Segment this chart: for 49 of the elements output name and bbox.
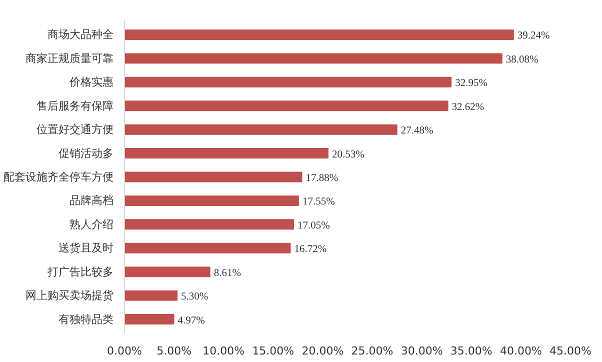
bar: [124, 290, 178, 301]
y-tick-label: 商场大品种全: [48, 28, 114, 42]
data-label: 32.62%: [452, 102, 484, 113]
bar: [124, 124, 398, 135]
y-tick-label: 网上购买卖场提货: [26, 289, 114, 302]
x-tick-label: 25.00%: [351, 344, 394, 358]
y-tick-label: 位置好交通方便: [36, 123, 114, 136]
data-label: 27.48%: [400, 126, 434, 137]
x-tick-label: 40.00%: [500, 344, 542, 358]
data-label: 16.72%: [294, 244, 327, 256]
data-label: 17.55%: [302, 196, 336, 208]
y-tick-label: 有独特品类: [58, 312, 114, 326]
data-label: 17.05%: [297, 220, 330, 232]
bar: [124, 314, 174, 325]
bar: [124, 76, 452, 88]
bar: [124, 172, 302, 182]
data-label: 32.95%: [455, 78, 488, 90]
bar: [124, 100, 448, 112]
x-tick-label: 30.00%: [400, 344, 443, 358]
x-tick-label: 0.00%: [107, 344, 142, 358]
data-label: 4.97%: [178, 315, 206, 326]
y-tick-label: 售后服务有保障: [36, 99, 114, 112]
x-tick-label: 10.00%: [202, 344, 245, 358]
y-tick-label: 熟人介绍: [70, 218, 114, 231]
data-label: 38.08%: [506, 54, 539, 66]
x-tick-label: 5.00%: [156, 344, 192, 358]
x-tick-label: 45.00%: [550, 344, 592, 358]
bar: [124, 195, 299, 206]
data-label: 20.53%: [332, 149, 365, 160]
data-label: 17.88%: [306, 173, 338, 184]
bar: [124, 266, 210, 278]
y-tick-label: 品牌高档: [70, 194, 114, 208]
bar: [124, 29, 514, 40]
bar: [124, 242, 291, 254]
y-tick-label: 商家正规质量可靠: [26, 52, 114, 65]
bar: [124, 148, 328, 159]
y-tick-label: 打广告比较多: [46, 265, 114, 278]
y-tick-label: 促销活动多: [58, 146, 114, 160]
x-tick-label: 15.00%: [252, 344, 294, 358]
data-label: 8.61%: [214, 268, 242, 279]
y-tick-label: 送货且及时: [58, 242, 114, 255]
bar: [124, 53, 502, 64]
data-label: 39.24%: [517, 30, 550, 42]
bar: [124, 219, 294, 230]
x-tick-label: 35.00%: [450, 344, 492, 358]
data-label: 5.30%: [181, 292, 208, 303]
y-tick-label: 配套设施齐全停车方便: [4, 170, 114, 184]
y-tick-label: 价格实惠: [68, 76, 114, 89]
x-tick-label: 20.00%: [302, 344, 344, 358]
